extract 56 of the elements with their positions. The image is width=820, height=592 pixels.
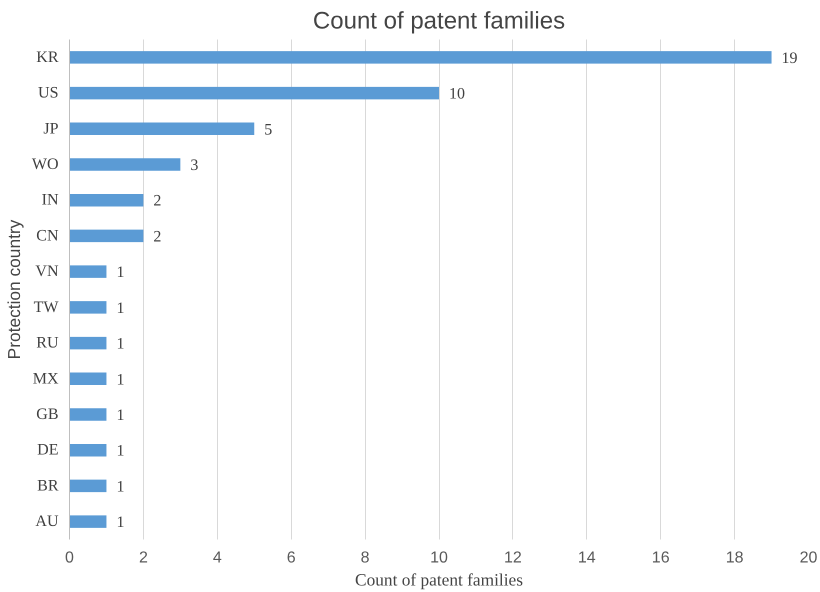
y-tick-label: GB xyxy=(36,406,59,423)
data-label: 19 xyxy=(782,50,798,67)
y-tick-label: BR xyxy=(37,477,59,494)
y-tick-label: VN xyxy=(35,263,59,280)
data-label: 3 xyxy=(190,157,198,174)
data-label: 1 xyxy=(116,264,124,282)
bar xyxy=(70,51,772,64)
bar xyxy=(70,372,106,386)
x-axis-title: Count of patent families xyxy=(355,570,524,590)
bar xyxy=(70,444,106,456)
x-tick-label: 12 xyxy=(504,550,522,566)
x-tick-label: 6 xyxy=(286,550,296,566)
x-tick-label: 20 xyxy=(800,550,818,566)
y-tick-label: RU xyxy=(36,334,59,352)
y-tick-label: MX xyxy=(32,370,59,388)
y-tick-label: KR xyxy=(36,48,59,66)
data-label: 1 xyxy=(116,300,124,317)
bar xyxy=(70,265,106,278)
x-tick-label: 10 xyxy=(430,550,448,566)
y-tick-label: WO xyxy=(32,156,58,173)
bar xyxy=(70,86,439,100)
bar xyxy=(70,336,106,350)
y-tick-label: US xyxy=(38,84,58,102)
data-label: 10 xyxy=(449,86,465,103)
x-tick-label: 18 xyxy=(726,550,744,566)
bar xyxy=(70,480,106,492)
data-label: 1 xyxy=(116,442,124,460)
chart-title: Count of patent families xyxy=(312,8,566,34)
x-tick-label: 16 xyxy=(652,550,670,566)
y-tick-label: TW xyxy=(34,298,60,316)
y-tick-label: IN xyxy=(42,192,59,209)
y-tick-label: JP xyxy=(43,120,59,138)
bar xyxy=(70,230,144,242)
x-tick-label: 8 xyxy=(360,550,370,566)
x-tick-label: 14 xyxy=(578,550,596,566)
x-tick-label: 4 xyxy=(212,550,222,566)
y-tick-label: DE xyxy=(37,442,58,459)
y-axis-title: Protection country xyxy=(4,219,24,360)
bar xyxy=(70,194,144,206)
x-tick-label: 0 xyxy=(65,550,74,566)
bar xyxy=(70,122,254,136)
data-label: 1 xyxy=(116,371,124,388)
data-label: 1 xyxy=(116,336,124,353)
y-tick-label: AU xyxy=(35,513,59,530)
bar xyxy=(70,158,180,171)
y-tick-label: CN xyxy=(36,227,59,244)
bar xyxy=(70,515,106,528)
data-label: 2 xyxy=(153,192,162,210)
data-label: 1 xyxy=(116,478,124,496)
data-label: 5 xyxy=(264,121,272,138)
data-label: 1 xyxy=(116,514,124,532)
bar xyxy=(70,301,106,314)
bar xyxy=(70,408,106,421)
data-label: 1 xyxy=(116,407,124,424)
data-label: 2 xyxy=(153,228,162,246)
x-tick-label: 2 xyxy=(138,550,148,566)
